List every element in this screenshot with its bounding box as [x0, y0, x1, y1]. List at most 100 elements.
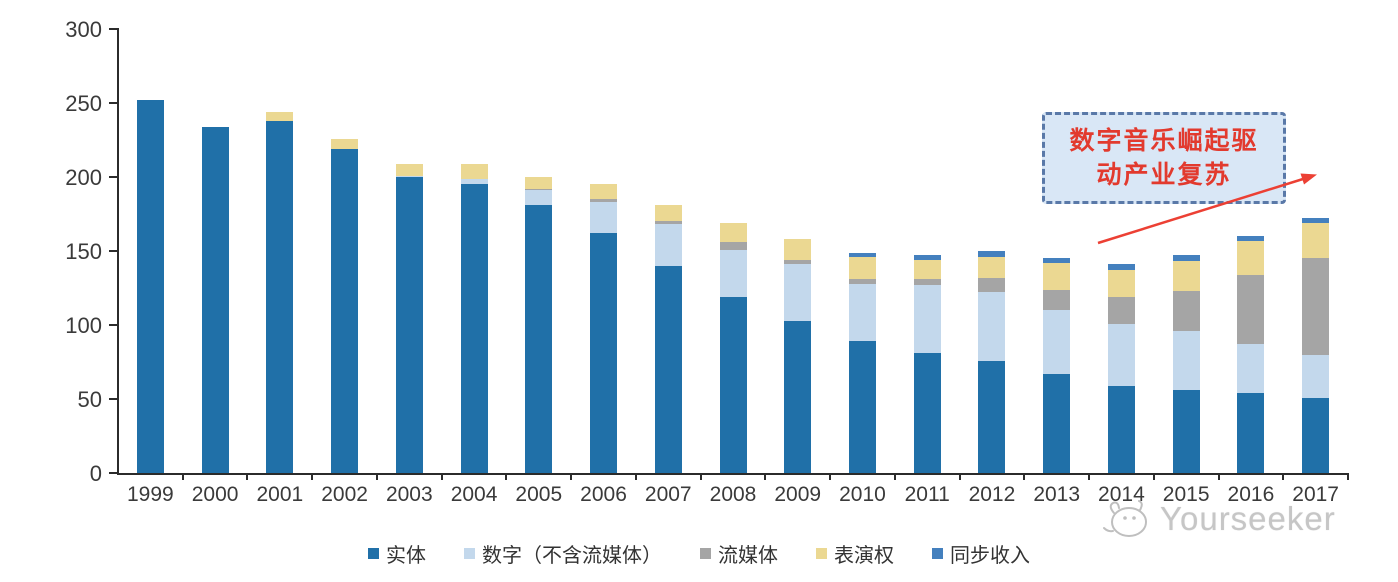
legend-label: 表演权 [834, 545, 894, 567]
legend-label: 实体 [386, 545, 426, 567]
y-axis-tick-label: 150 [65, 239, 102, 264]
stacked-bar-2009 [784, 239, 812, 473]
bar-segment-数字（不含流媒体） [654, 224, 682, 266]
bar-segment-表演权 [978, 256, 1006, 278]
bar-segment-流媒体 [784, 259, 812, 265]
bar-segment-流媒体 [1107, 296, 1135, 324]
bar-segment-表演权 [1172, 261, 1200, 291]
bar-segment-同步收入 [1043, 258, 1071, 263]
bar-segment-表演权 [1237, 240, 1265, 275]
x-axis-label-2008: 2008 [709, 483, 757, 506]
x-axis-tick [1023, 473, 1026, 480]
x-axis-tick [958, 473, 961, 480]
stacked-bar-2014 [1107, 264, 1135, 473]
bar-segment-数字（不含流媒体） [784, 264, 812, 321]
bar-segment-数字（不含流媒体） [848, 283, 876, 342]
bar-segment-流媒体 [1043, 289, 1071, 311]
bar-segment-流媒体 [525, 188, 553, 191]
legend-marker [700, 548, 711, 559]
x-axis-tick [699, 473, 702, 480]
bar-segment-同步收入 [913, 255, 941, 260]
x-axis-label-2004: 2004 [450, 483, 498, 506]
bar-segment-流媒体 [848, 279, 876, 284]
bar-segment-数字（不含流媒体） [719, 249, 747, 297]
legend-item-实体: 实体 [368, 539, 426, 568]
bar-segment-实体 [1237, 393, 1265, 473]
bar-segment-流媒体 [978, 277, 1006, 293]
bar-segment-同步收入 [1107, 264, 1135, 271]
bar-segment-实体 [266, 120, 294, 473]
bar-segment-数字（不含流媒体） [460, 178, 488, 185]
stacked-bar-2005 [525, 177, 553, 473]
x-axis-label-2013: 2013 [1033, 483, 1081, 506]
y-axis-tick-label: 300 [65, 17, 102, 42]
bar-segment-数字（不含流媒体） [1172, 330, 1200, 391]
x-axis-label-2006: 2006 [580, 483, 627, 506]
bar-segment-表演权 [1107, 270, 1135, 297]
bar-segment-数字（不含流媒体） [1237, 344, 1265, 394]
y-axis-tick-label: 250 [65, 91, 102, 116]
x-axis-tick [764, 473, 767, 480]
stacked-bar-1999 [136, 100, 164, 473]
legend-label: 同步收入 [950, 545, 1030, 567]
stacked-bar-2010 [848, 252, 876, 473]
x-axis-tick [311, 473, 314, 480]
x-axis-label-2017: 2017 [1292, 483, 1339, 506]
bar-segment-实体 [719, 296, 747, 473]
plot-area [118, 29, 1348, 473]
bar-segment-表演权 [525, 177, 553, 189]
bar-segment-实体 [460, 184, 488, 473]
stacked-bar-2007 [654, 205, 682, 473]
bar-segment-数字（不含流媒体） [525, 190, 553, 206]
bar-segment-同步收入 [1302, 218, 1330, 223]
bar-segment-表演权 [654, 205, 682, 222]
bar-segment-表演权 [784, 239, 812, 260]
bar-segment-数字（不含流媒体） [1043, 310, 1071, 374]
stacked-bar-2008 [719, 222, 747, 473]
bar-segment-流媒体 [913, 279, 941, 286]
bar-segment-实体 [1107, 385, 1135, 473]
x-axis-label-2000: 2000 [191, 483, 239, 506]
bar-segment-数字（不含流媒体） [1302, 354, 1330, 398]
stacked-bar-2002 [331, 138, 359, 473]
bar-segment-表演权 [848, 256, 876, 280]
x-axis-label-2012: 2012 [968, 483, 1016, 506]
y-axis-tick [109, 176, 117, 178]
y-axis-tick [109, 28, 117, 30]
bar-segment-数字（不含流媒体） [1107, 323, 1135, 386]
x-axis-line [117, 473, 1349, 475]
annotation-line-2: 动产业复苏 [1096, 161, 1232, 189]
stacked-bar-2015 [1172, 255, 1200, 473]
x-axis-tick [375, 473, 378, 480]
x-axis-label-2005: 2005 [515, 483, 563, 506]
stacked-bar-2012 [978, 251, 1006, 473]
bar-segment-表演权 [1302, 222, 1330, 259]
bar-segment-实体 [525, 205, 553, 473]
legend-marker [932, 548, 943, 559]
bar-segment-实体 [395, 177, 423, 473]
bar-segment-表演权 [331, 138, 359, 149]
legend-marker [368, 548, 379, 559]
bar-segment-实体 [136, 100, 164, 473]
bar-segment-流媒体 [719, 242, 747, 250]
bar-segment-实体 [1302, 397, 1330, 473]
legend-marker [464, 548, 475, 559]
x-axis-label-2016: 2016 [1227, 483, 1275, 506]
bar-segment-实体 [1043, 373, 1071, 473]
annotation-line-1: 数字音乐崛起驱 [1069, 127, 1259, 155]
legend-item-流媒体: 流媒体 [700, 539, 778, 568]
legend-marker [816, 548, 827, 559]
bar-segment-表演权 [460, 163, 488, 179]
stacked-bar-2000 [201, 126, 229, 473]
bar-segment-实体 [784, 320, 812, 473]
stacked-bar-2013 [1043, 258, 1071, 473]
y-axis-tick [109, 102, 117, 104]
bar-segment-流媒体 [654, 221, 682, 225]
stacked-bar-2011 [913, 255, 941, 473]
x-axis-label-2007: 2007 [644, 483, 692, 506]
watermark-text: Yourseeker [1160, 500, 1336, 537]
bar-segment-同步收入 [1172, 255, 1200, 262]
legend-label: 数字（不含流媒体） [482, 545, 662, 567]
bar-segment-实体 [654, 265, 682, 473]
x-axis-label-2011: 2011 [904, 483, 950, 506]
